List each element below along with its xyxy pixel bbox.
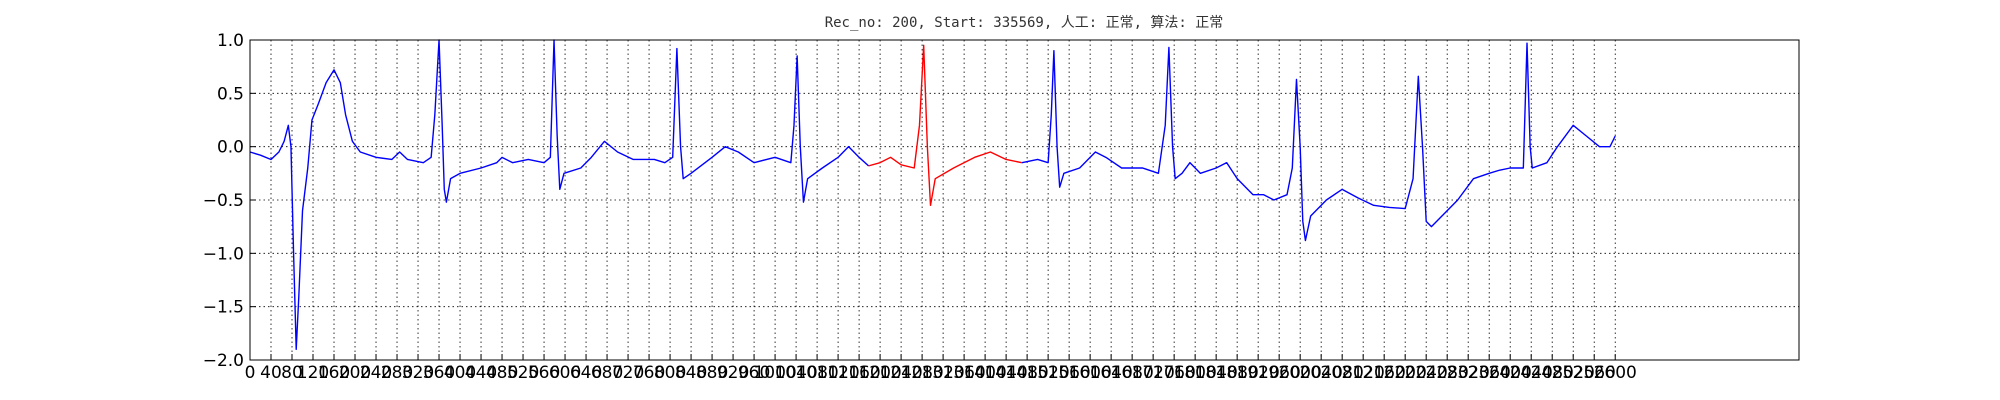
x-tick-label: 0: [245, 363, 256, 383]
x-tick-label: 360: [423, 363, 455, 383]
x-tick-label: 960: [738, 363, 770, 383]
x-tick-label: 1280: [900, 363, 943, 383]
x-tick-label: 40: [260, 363, 282, 383]
x-tick-label: 1560: [1047, 363, 1090, 383]
x-tick-label: 400: [444, 363, 476, 383]
x-tick-label: 880: [696, 363, 728, 383]
x-tick-label: 280: [381, 363, 413, 383]
x-tick-label: 240: [360, 363, 392, 383]
x-tick-label: 1440: [984, 363, 1027, 383]
signal-line: [868, 44, 1023, 207]
x-tick-label: 80: [281, 363, 303, 383]
y-tick-label: −2.0: [203, 351, 244, 371]
x-tick-label: 1320: [921, 363, 964, 383]
y-tick-label: 1.0: [217, 31, 244, 51]
x-tick-label: 1680: [1111, 363, 1154, 383]
x-tick-label: 600: [549, 363, 581, 383]
x-tick-label: 680: [591, 363, 623, 383]
y-tick-label: −1.0: [203, 244, 244, 264]
x-tick-label: 2200: [1384, 363, 1427, 383]
x-tick-label: 1760: [1153, 363, 1196, 383]
y-tick-label: −0.5: [203, 191, 244, 211]
x-tick-label: 1400: [963, 363, 1006, 383]
x-tick-label: 2080: [1321, 363, 1364, 383]
x-tick-label: 2040: [1300, 363, 1343, 383]
x-tick-label: 1640: [1090, 363, 1133, 383]
x-tick-label: 160: [318, 363, 350, 383]
x-tick-label: 640: [570, 363, 602, 383]
x-tick-label: 2280: [1426, 363, 1469, 383]
x-tick-label: 1040: [774, 363, 817, 383]
y-tick-label: 0.5: [217, 84, 244, 104]
x-tick-label: 1240: [879, 363, 922, 383]
x-tick-label: 1600: [1069, 363, 1112, 383]
x-tick-label: 1840: [1195, 363, 1238, 383]
x-tick-label: 2360: [1468, 363, 1511, 383]
x-tick-label: 2480: [1531, 363, 1574, 383]
x-tick-label: 800: [654, 363, 686, 383]
x-tick-label: 2120: [1342, 363, 1385, 383]
x-tick-label: 520: [507, 363, 539, 383]
x-tick-label: 920: [717, 363, 749, 383]
x-tick-label: 2560: [1573, 363, 1616, 383]
x-tick-label: 720: [612, 363, 644, 383]
x-tick-label: 1080: [795, 363, 838, 383]
x-tick-label: 1000: [753, 363, 796, 383]
x-tick-label: 1160: [837, 363, 880, 383]
chart-title: Rec_no: 200, Start: 335569, 人工: 正常, 算法: …: [825, 15, 1224, 31]
x-tick-label: 2600: [1594, 363, 1637, 383]
x-tick-label: 760: [633, 363, 665, 383]
x-tick-label: 440: [465, 363, 497, 383]
x-tick-label: 2520: [1552, 363, 1595, 383]
x-tick-label: 1880: [1216, 363, 1259, 383]
x-tick-label: 1200: [858, 363, 901, 383]
x-tick-label: 200: [339, 363, 371, 383]
x-tick-label: 1720: [1132, 363, 1175, 383]
signal-line: [249, 39, 1616, 351]
y-tick-label: 0.0: [217, 138, 244, 158]
x-tick-label: 1120: [816, 363, 859, 383]
x-tick-label: 320: [402, 363, 434, 383]
x-tick-label: 2240: [1405, 363, 1448, 383]
y-tick-label: −1.5: [203, 298, 244, 318]
x-tick-label: 120: [297, 363, 329, 383]
x-tick-label: 560: [528, 363, 560, 383]
x-tick-label: 2320: [1447, 363, 1490, 383]
x-tick-label: 1960: [1258, 363, 1301, 383]
plot-frame: [249, 39, 1800, 361]
x-tick-label: 1520: [1026, 363, 1069, 383]
x-tick-label: 2160: [1363, 363, 1406, 383]
x-tick-label: 2400: [1489, 363, 1532, 383]
x-tick-label: 1480: [1005, 363, 1048, 383]
x-tick-label: 840: [675, 363, 707, 383]
x-tick-label: 1920: [1237, 363, 1280, 383]
x-tick-label: 1360: [942, 363, 985, 383]
x-tick-label: 2000: [1279, 363, 1322, 383]
x-tick-label: 480: [486, 363, 518, 383]
x-tick-label: 2440: [1510, 363, 1553, 383]
x-tick-label: 1800: [1174, 363, 1217, 383]
